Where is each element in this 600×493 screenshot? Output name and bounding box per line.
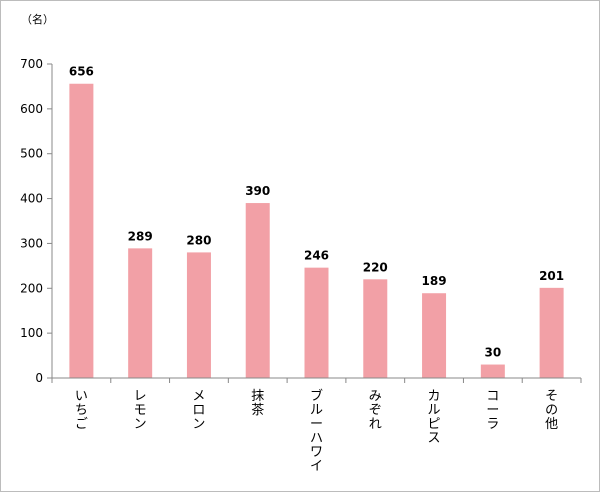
data-label: 289 (128, 229, 153, 243)
bar-2 (128, 248, 153, 378)
data-label: 189 (422, 274, 447, 288)
y-tick-label: 700 (20, 57, 43, 71)
bar-7 (422, 293, 447, 378)
y-tick-label: 300 (20, 236, 43, 250)
data-label: 201 (539, 269, 564, 283)
y-tick-label: 400 (20, 192, 43, 206)
bar-9 (539, 287, 564, 378)
y-tick-label: 100 (20, 326, 43, 340)
bar-1 (69, 83, 94, 378)
category-label: レモン (134, 389, 147, 432)
data-label: 656 (69, 65, 94, 79)
category-label: 抹茶 (251, 389, 264, 418)
data-labels: 656 289 280 390 246 220 189 30 201 (69, 65, 564, 360)
bar-8 (480, 364, 505, 378)
category-label: その他 (545, 389, 558, 432)
category-label: カルピス (428, 389, 441, 446)
category-label: いちご (75, 389, 88, 432)
data-label: 220 (363, 260, 388, 274)
category-label: メロン (192, 389, 205, 432)
y-axis-ticks: 0 100 200 300 400 500 600 700 (20, 57, 582, 385)
y-axis-unit-label: （名） (21, 12, 54, 26)
bar-6 (363, 279, 388, 378)
data-label: 390 (245, 184, 270, 198)
data-label: 30 (484, 346, 501, 360)
bar-4 (245, 203, 270, 378)
category-label: みぞれ (369, 389, 382, 432)
bars (69, 83, 564, 378)
y-tick-label: 0 (35, 371, 43, 385)
y-tick-label: 500 (20, 147, 43, 161)
bar-3 (186, 252, 211, 378)
data-label: 246 (304, 249, 329, 263)
category-label: コーラ (486, 389, 499, 432)
category-label: ブルーハワイ (310, 388, 323, 474)
y-tick-label: 600 (20, 102, 43, 116)
category-labels: いちご レモン メロン 抹茶 ブルーハワイ みぞれ カルピス コーラ その他 (75, 388, 558, 474)
data-label: 280 (186, 233, 211, 247)
y-tick-label: 200 (20, 281, 43, 295)
bar-5 (304, 267, 329, 378)
